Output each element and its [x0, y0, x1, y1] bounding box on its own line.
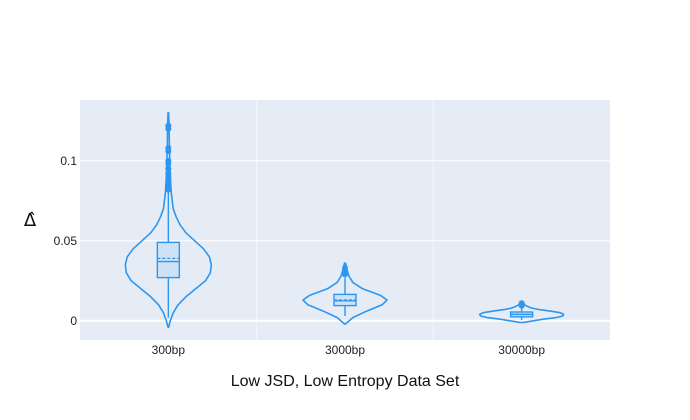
violin-outline: [124, 112, 213, 328]
x-axis-title: Low JSD, Low Entropy Data Set: [231, 373, 460, 390]
tick-labels: 0 0.05 0.1 300bp 3000bp 30000bp: [54, 154, 546, 357]
outlier-point: [165, 165, 172, 172]
outlier-point: [165, 157, 172, 164]
y-tick-label: 0.05: [54, 234, 78, 248]
violin-outline: [302, 262, 388, 325]
outlier-point: [165, 122, 172, 129]
x-tick-label: 30000bp: [498, 343, 545, 357]
y-tick-label: 0: [70, 314, 77, 328]
outlier-point: [342, 265, 348, 271]
outlier-point: [518, 300, 525, 307]
violin-300bp: [124, 112, 213, 328]
iqr-box: [156, 241, 181, 279]
violin-3000bp: [302, 262, 388, 325]
outlier-point: [165, 145, 172, 151]
violins: [124, 112, 565, 328]
x-tick-label: 3000bp: [325, 343, 365, 357]
outlier-point: [165, 170, 172, 177]
y-tick-label: 0.1: [60, 154, 77, 168]
y-axis-title: Δ̂: [24, 210, 37, 231]
violin-30000bp: [478, 300, 565, 324]
x-tick-label: 300bp: [152, 343, 186, 357]
